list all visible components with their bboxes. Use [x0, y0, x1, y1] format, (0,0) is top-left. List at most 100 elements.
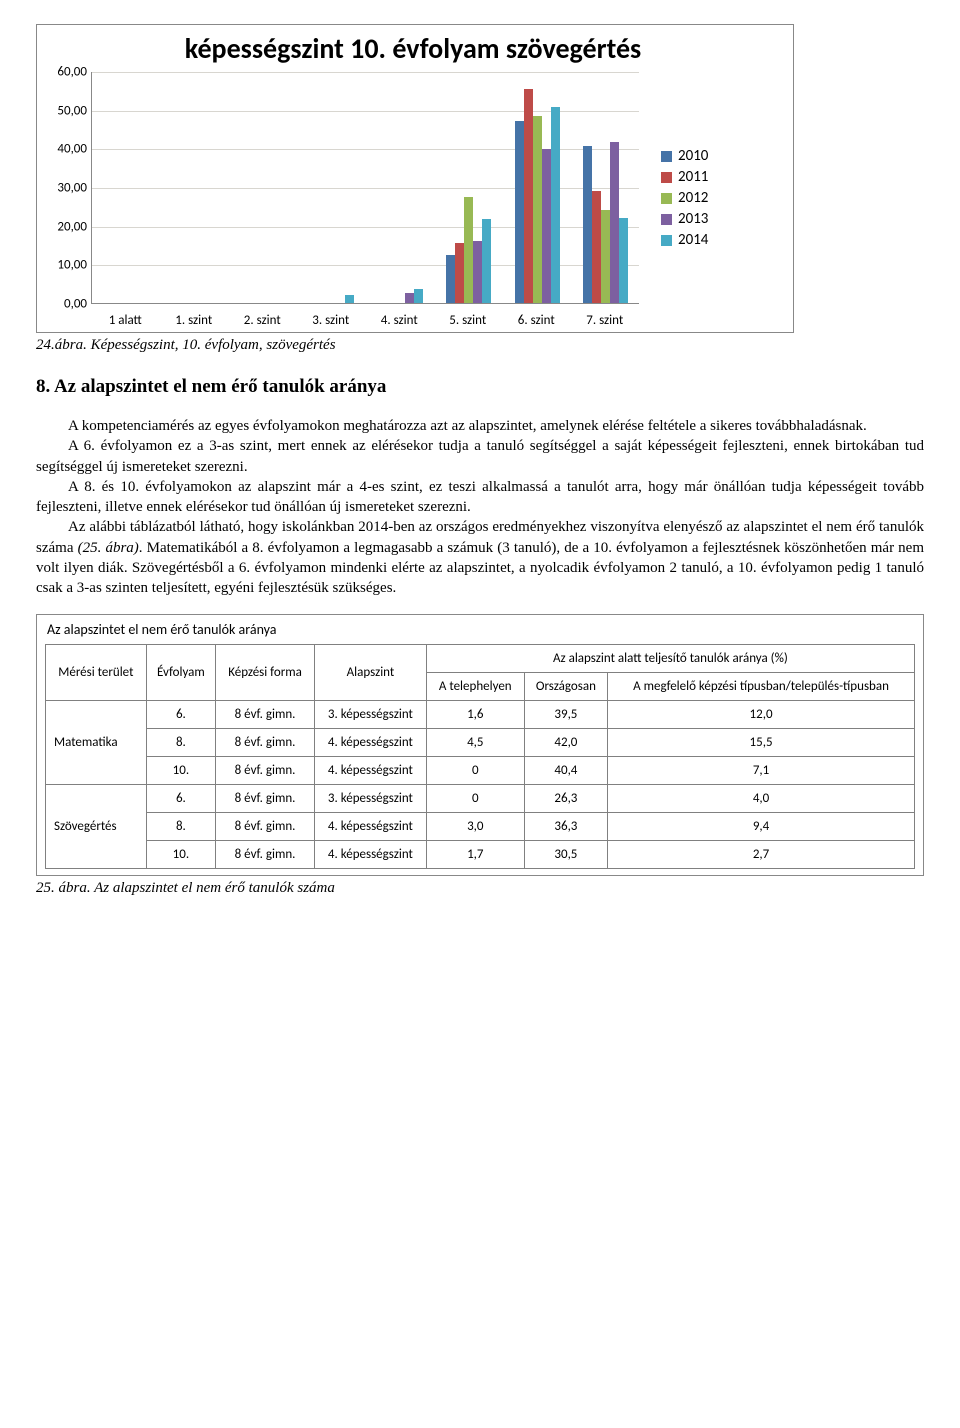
data-cell: 3,0: [426, 813, 524, 841]
bar: [414, 289, 423, 303]
data-cell: 42,0: [524, 729, 607, 757]
data-cell: 30,5: [524, 841, 607, 869]
data-cell: 8.: [146, 813, 215, 841]
chart-container: képességszint 10. évfolyam szövegértés 0…: [36, 24, 794, 333]
legend-label: 2012: [678, 189, 708, 207]
col-country: Országosan: [524, 673, 607, 701]
data-cell: 3. képességszint: [315, 701, 427, 729]
para1: A kompetenciamérés az egyes évfolyamokon…: [68, 418, 867, 434]
table-title: Az alapszintet el nem érő tanulók aránya: [47, 621, 915, 638]
legend-label: 2011: [678, 168, 708, 186]
y-tick: 60,00: [43, 65, 87, 80]
bar: [524, 89, 533, 303]
table-caption: 25. ábra. Az alapszintet el nem érő tanu…: [36, 880, 924, 897]
data-cell: 8.: [146, 729, 215, 757]
para4b: (25. ábra): [78, 540, 139, 556]
table-header-row1: Mérési terület Évfolyam Képzési forma Al…: [46, 645, 915, 673]
data-cell: 7,1: [608, 757, 915, 785]
bar: [464, 197, 473, 303]
legend-label: 2014: [678, 231, 708, 249]
chart-title: képességszint 10. évfolyam szövegértés: [43, 31, 783, 66]
data-cell: 36,3: [524, 813, 607, 841]
table-row: Matematika6.8 évf. gimn.3. képességszint…: [46, 701, 915, 729]
data-cell: 10.: [146, 757, 215, 785]
data-cell: 40,4: [524, 757, 607, 785]
data-cell: 12,0: [608, 701, 915, 729]
table-row: Szövegértés6.8 évf. gimn.3. képességszin…: [46, 785, 915, 813]
legend-item: 2014: [661, 231, 708, 249]
data-cell: 8 évf. gimn.: [216, 701, 315, 729]
legend-label: 2013: [678, 210, 708, 228]
x-tick: 1 alatt: [109, 313, 142, 328]
y-tick: 20,00: [43, 219, 87, 234]
data-cell: 4. képességszint: [315, 813, 427, 841]
data-cell: 0: [426, 757, 524, 785]
data-cell: 6.: [146, 785, 215, 813]
data-cell: 4,5: [426, 729, 524, 757]
x-tick: 2. szint: [244, 313, 281, 328]
bar: [583, 146, 592, 303]
legend-swatch: [661, 151, 672, 162]
bar: [345, 295, 354, 303]
data-cell: 15,5: [608, 729, 915, 757]
legend-item: 2012: [661, 189, 708, 207]
y-tick: 30,00: [43, 181, 87, 196]
y-tick: 0,00: [43, 297, 87, 312]
x-tick: 5. szint: [449, 313, 486, 328]
area-cell: Szövegértés: [46, 785, 147, 869]
data-cell: 9,4: [608, 813, 915, 841]
bar: [601, 210, 610, 303]
col-type: A megfelelő képzési típusban/település-t…: [608, 673, 915, 701]
col-group: Az alapszint alatt teljesítő tanulók ará…: [426, 645, 914, 673]
bar: [533, 116, 542, 303]
data-cell: 39,5: [524, 701, 607, 729]
legend-swatch: [661, 214, 672, 225]
table-row: 10.8 évf. gimn.4. képességszint1,730,52,…: [46, 841, 915, 869]
bar: [610, 142, 619, 303]
bar: [515, 121, 524, 303]
data-cell: 3. képességszint: [315, 785, 427, 813]
data-cell: 26,3: [524, 785, 607, 813]
data-cell: 8 évf. gimn.: [216, 757, 315, 785]
data-cell: 4. képességszint: [315, 841, 427, 869]
data-cell: 6.: [146, 701, 215, 729]
y-tick: 40,00: [43, 142, 87, 157]
x-tick: 3. szint: [312, 313, 349, 328]
legend-swatch: [661, 172, 672, 183]
y-tick: 10,00: [43, 258, 87, 273]
y-tick: 50,00: [43, 103, 87, 118]
bar: [473, 241, 482, 303]
x-tick: 7. szint: [586, 313, 623, 328]
data-cell: 10.: [146, 841, 215, 869]
col-area: Mérési terület: [46, 645, 147, 701]
data-cell: 8 évf. gimn.: [216, 785, 315, 813]
data-cell: 4. képességszint: [315, 729, 427, 757]
para4c: . Matematikából a 8. évfolyamon a legmag…: [36, 540, 924, 597]
chart-body: 0,00 10,00 20,00 30,00 40,00 50,00 60,00 1 alat…: [43, 68, 783, 328]
x-tick: 6. szint: [518, 313, 555, 328]
legend-label: 2010: [678, 147, 708, 165]
x-tick: 4. szint: [381, 313, 418, 328]
gridline: [92, 72, 639, 73]
table-container: Az alapszintet el nem érő tanulók aránya…: [36, 614, 924, 876]
data-cell: 8 évf. gimn.: [216, 841, 315, 869]
bar: [551, 107, 560, 303]
bar: [482, 219, 491, 303]
chart-caption: 24.ábra. Képességszint, 10. évfolyam, sz…: [36, 337, 924, 354]
bar: [592, 191, 601, 303]
table-row: 8.8 évf. gimn.4. képességszint4,542,015,…: [46, 729, 915, 757]
legend-swatch: [661, 193, 672, 204]
x-tick: 1. szint: [175, 313, 212, 328]
bar: [446, 255, 455, 303]
data-cell: 1,7: [426, 841, 524, 869]
data-cell: 0: [426, 785, 524, 813]
plot-area: [91, 72, 639, 304]
col-grade: Évfolyam: [146, 645, 215, 701]
legend-item: 2013: [661, 210, 708, 228]
data-cell: 1,6: [426, 701, 524, 729]
table-row: 10.8 évf. gimn.4. képességszint040,47,1: [46, 757, 915, 785]
chart-legend: 2010 2011 2012 2013 2014: [661, 144, 708, 252]
data-cell: 2,7: [608, 841, 915, 869]
data-table: Mérési terület Évfolyam Képzési forma Al…: [45, 644, 915, 869]
bar: [619, 218, 628, 303]
